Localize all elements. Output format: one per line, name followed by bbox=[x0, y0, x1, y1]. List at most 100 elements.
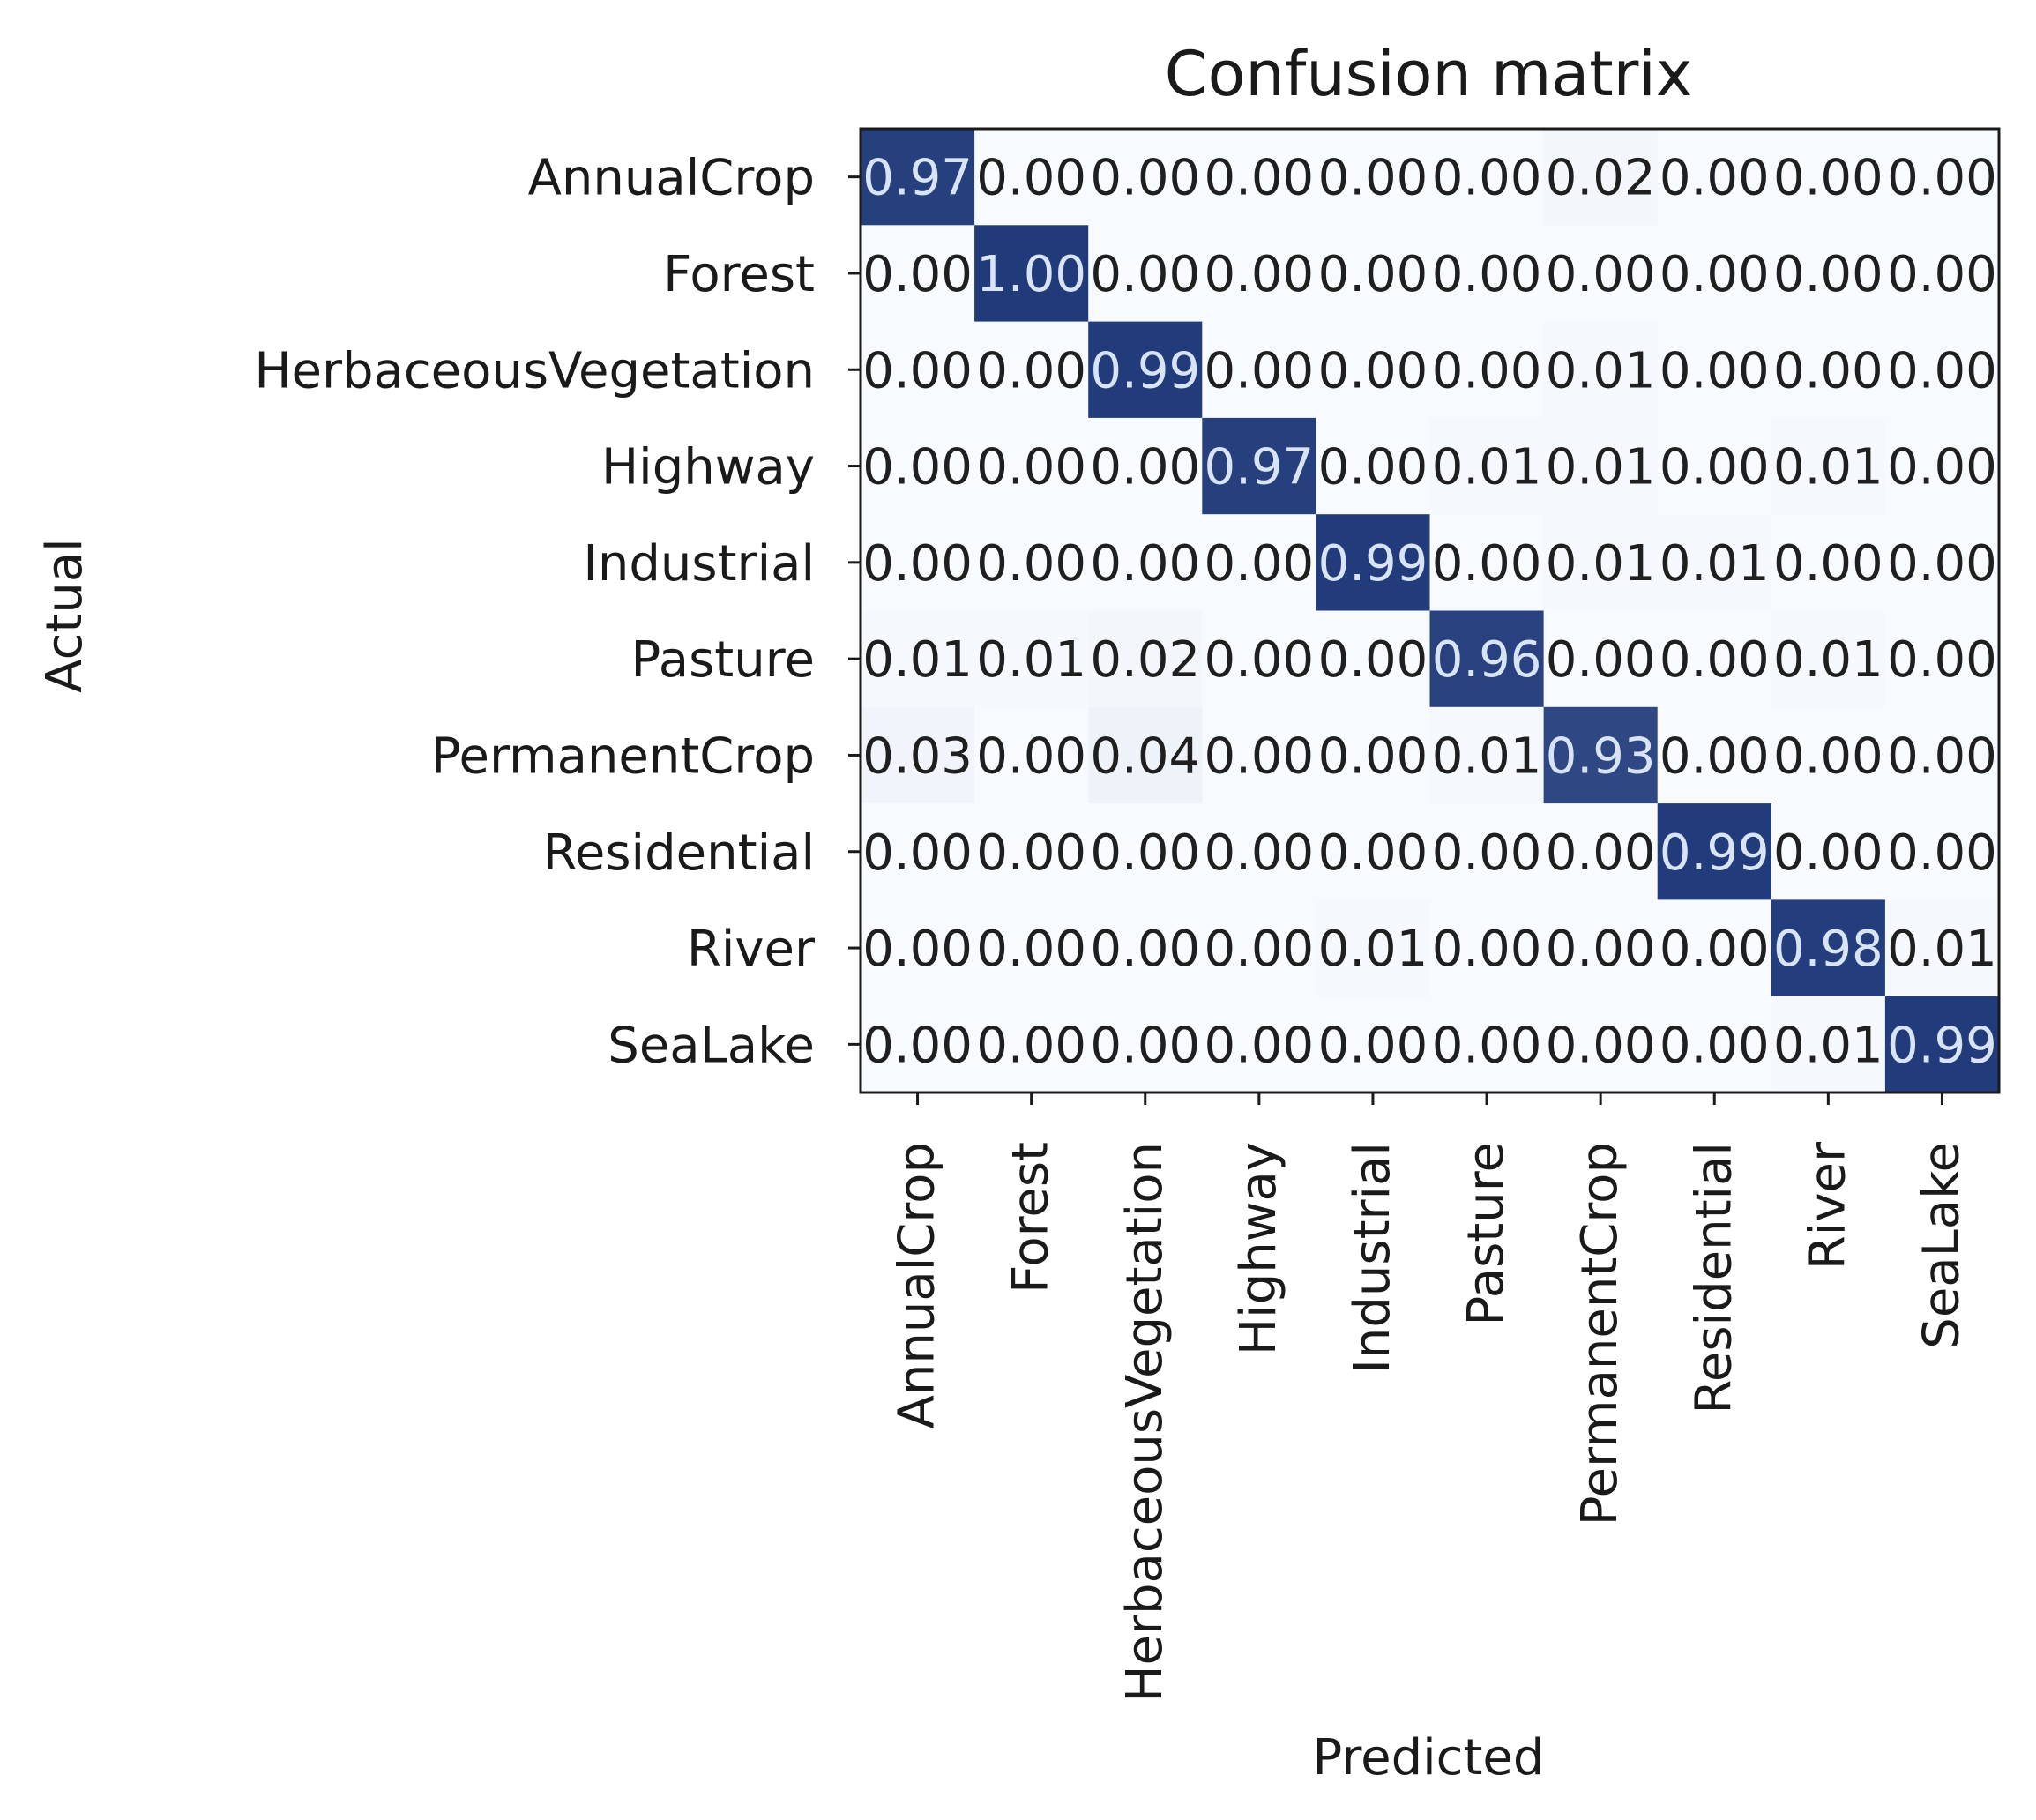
cell-value-label: 0.01 bbox=[976, 631, 1086, 689]
cell-value-label: 0.01 bbox=[1432, 727, 1542, 785]
y-tick-label: Residential bbox=[543, 824, 815, 882]
cell-value-label: 0.99 bbox=[1659, 824, 1770, 882]
cell-value-label: 0.00 bbox=[1773, 150, 1883, 207]
cell-Forest-Highway bbox=[1202, 225, 1316, 323]
cell-HerbaceousVegetation-Industrial bbox=[1316, 321, 1431, 419]
cell-Highway-Highway bbox=[1202, 417, 1316, 515]
cell-Highway-Forest bbox=[974, 417, 1089, 515]
cell-River-Highway bbox=[1202, 899, 1316, 997]
cell-value-label: 0.00 bbox=[1887, 631, 1997, 689]
cell-value-label: 0.00 bbox=[1773, 824, 1883, 882]
cell-Highway-AnnualCrop bbox=[861, 417, 975, 515]
cell-River-River bbox=[1771, 899, 1886, 997]
cell-Highway-PermanentCrop bbox=[1543, 417, 1659, 515]
cell-Forest-Industrial bbox=[1316, 225, 1431, 323]
cell-value-label: 0.99 bbox=[1318, 535, 1428, 593]
cell-PermanentCrop-AnnualCrop bbox=[861, 706, 975, 804]
cell-AnnualCrop-Highway bbox=[1202, 129, 1316, 226]
cell-value-label: 0.00 bbox=[1318, 439, 1428, 496]
cell-Industrial-SeaLake bbox=[1884, 514, 2000, 612]
cell-Pasture-Forest bbox=[974, 610, 1089, 708]
cell-PermanentCrop-River bbox=[1771, 706, 1886, 804]
cell-value-label: 0.96 bbox=[1432, 631, 1542, 689]
cell-value-label: 0.00 bbox=[1432, 342, 1542, 399]
cell-value-label: 0.01 bbox=[1887, 921, 1997, 978]
cell-SeaLake-River bbox=[1771, 996, 1886, 1093]
y-tick-label: Industrial bbox=[583, 535, 815, 593]
cell-value-label: 0.00 bbox=[976, 921, 1086, 978]
x-tick-label: River bbox=[1799, 1141, 1856, 1270]
heatmap-cells bbox=[861, 129, 2000, 1093]
cell-value-label: 0.01 bbox=[1773, 631, 1883, 689]
cell-HerbaceousVegetation-SeaLake bbox=[1884, 321, 2000, 419]
cell-Pasture-Residential bbox=[1657, 610, 1772, 708]
cell-Pasture-SeaLake bbox=[1884, 610, 2000, 708]
cell-PermanentCrop-Residential bbox=[1657, 706, 1772, 804]
cell-AnnualCrop-Industrial bbox=[1316, 129, 1431, 226]
cell-River-PermanentCrop bbox=[1543, 899, 1659, 997]
cell-SeaLake-Highway bbox=[1202, 996, 1316, 1093]
cell-Residential-River bbox=[1771, 803, 1886, 900]
cell-value-label: 0.00 bbox=[862, 246, 973, 303]
cell-HerbaceousVegetation-Forest bbox=[974, 321, 1089, 419]
cell-value-label: 0.00 bbox=[976, 824, 1086, 882]
cell-value-label: 0.00 bbox=[1204, 246, 1315, 303]
cell-Industrial-Pasture bbox=[1429, 514, 1545, 612]
cell-River-Residential bbox=[1657, 899, 1772, 997]
cell-Forest-AnnualCrop bbox=[861, 225, 975, 323]
cell-value-label: 0.93 bbox=[1546, 727, 1656, 785]
y-tick-label: Pasture bbox=[631, 631, 815, 689]
cell-Highway-SeaLake bbox=[1884, 417, 2000, 515]
cell-Pasture-Pasture bbox=[1429, 610, 1545, 708]
cell-Pasture-AnnualCrop bbox=[861, 610, 975, 708]
cell-AnnualCrop-Forest bbox=[974, 129, 1089, 226]
cell-value-label: 0.00 bbox=[976, 727, 1086, 785]
cell-value-label: 0.00 bbox=[1659, 150, 1770, 207]
cell-Industrial-Industrial bbox=[1316, 514, 1431, 612]
cell-value-label: 0.00 bbox=[1887, 727, 1997, 785]
y-tick-label: River bbox=[687, 921, 816, 978]
cell-River-Pasture bbox=[1429, 899, 1545, 997]
cell-PermanentCrop-Forest bbox=[974, 706, 1089, 804]
cell-value-label: 0.00 bbox=[1204, 535, 1315, 593]
cell-value-label: 0.00 bbox=[976, 342, 1086, 399]
cell-SeaLake-Pasture bbox=[1429, 996, 1545, 1093]
y-tick-label: AnnualCrop bbox=[528, 150, 815, 207]
cell-AnnualCrop-Residential bbox=[1657, 129, 1772, 226]
cell-value-label: 0.00 bbox=[976, 150, 1086, 207]
cell-value-label: 0.00 bbox=[1204, 631, 1315, 689]
cell-Highway-Residential bbox=[1657, 417, 1772, 515]
cell-Highway-River bbox=[1771, 417, 1886, 515]
cell-Forest-Residential bbox=[1657, 225, 1772, 323]
cell-River-SeaLake bbox=[1884, 899, 2000, 997]
cell-value-label: 0.01 bbox=[1659, 535, 1770, 593]
cell-value-label: 0.00 bbox=[1432, 824, 1542, 882]
cell-HerbaceousVegetation-River bbox=[1771, 321, 1886, 419]
cell-AnnualCrop-PermanentCrop bbox=[1543, 129, 1659, 226]
y-tick-label: Highway bbox=[601, 439, 815, 496]
cell-value-label: 0.00 bbox=[976, 535, 1086, 593]
y-tick-label: PermanentCrop bbox=[431, 727, 815, 785]
cell-SeaLake-HerbaceousVegetation bbox=[1088, 996, 1203, 1093]
x-tick-label: SeaLake bbox=[1913, 1142, 1970, 1349]
cell-River-HerbaceousVegetation bbox=[1088, 899, 1203, 997]
cell-value-label: 0.01 bbox=[1773, 1017, 1883, 1074]
cell-value-label: 0.02 bbox=[1546, 150, 1656, 207]
cell-value-label: 0.00 bbox=[1204, 824, 1315, 882]
cell-HerbaceousVegetation-Pasture bbox=[1429, 321, 1545, 419]
cell-value-label: 0.00 bbox=[976, 439, 1086, 496]
x-tick-label: Pasture bbox=[1458, 1142, 1515, 1325]
cell-value-label: 0.00 bbox=[1204, 921, 1315, 978]
cell-Residential-Highway bbox=[1202, 803, 1316, 900]
cell-SeaLake-Forest bbox=[974, 996, 1089, 1093]
cell-value-label: 0.00 bbox=[1887, 342, 1997, 399]
cell-value-label: 0.00 bbox=[1432, 921, 1542, 978]
cell-Industrial-Residential bbox=[1657, 514, 1772, 612]
cell-Industrial-HerbaceousVegetation bbox=[1088, 514, 1203, 612]
cell-value-label: 0.00 bbox=[862, 921, 973, 978]
cell-AnnualCrop-SeaLake bbox=[1884, 129, 2000, 226]
cell-value-label: 0.01 bbox=[1546, 535, 1656, 593]
cell-value-label: 0.00 bbox=[1090, 439, 1200, 496]
cell-Forest-River bbox=[1771, 225, 1886, 323]
